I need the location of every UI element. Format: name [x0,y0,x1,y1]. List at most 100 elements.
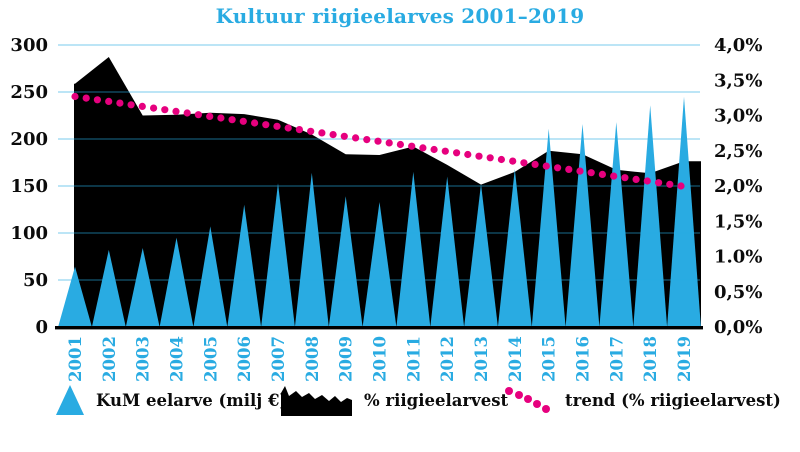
year-label: 2007 [269,336,288,382]
trend-dot [93,96,101,104]
left-axis-tick: 150 [10,176,48,197]
year-label: 2012 [438,336,457,382]
trend-dot [251,119,259,127]
trend-dot [475,152,483,160]
legend-label-riigieelarvest: % riigieelarvest [364,390,509,410]
trend-dot [497,155,505,164]
trend-dot [262,121,270,129]
trend-dot [273,122,281,130]
right-axis-tick: 1.0% [714,247,762,268]
trend-dot [172,107,180,115]
year-label: 2014 [506,336,525,382]
year-label: 2011 [404,336,423,382]
trend-dot [363,136,371,144]
trend-dot [228,116,236,124]
chart-title: Kultuur riigieelarves 2001–2019 [215,4,585,28]
right-axis-tick: 1,5% [714,211,762,232]
trend-dot [105,97,113,105]
trend-dot [138,102,146,110]
triangle-bar [91,249,126,327]
trend-dot [587,169,595,177]
triangle-legend-icon [56,385,84,415]
right-axis-tick: 4,0% [714,35,762,56]
trend-dot [677,182,685,190]
trend-dot [206,112,214,120]
left-axis-tick: 0 [35,317,48,338]
legend-item-kum-eelarve: KuM eelarve (milj €) [55,381,287,419]
trend-dot [430,145,438,154]
trend-dot [127,101,135,109]
trend-dot [116,99,124,107]
year-label: 2013 [472,336,491,382]
year-label: 2004 [168,336,187,382]
trend-dot [239,117,247,125]
trend-dot [486,154,494,162]
trend-dot [82,94,90,102]
year-label: 2003 [134,336,153,382]
trend-dot [150,104,158,112]
trend-dot [217,114,225,122]
trend-dots-legend-icon [505,387,550,413]
year-label: 2002 [100,336,119,382]
trend-dot [419,144,427,152]
trend-dot [576,167,584,175]
triangle-bar [464,184,498,327]
triangle-bar [633,105,668,327]
trend-dot [385,139,393,147]
trend-dot [340,132,348,140]
area-legend-icon [281,386,352,416]
left-axis-tick: 250 [10,82,48,103]
triangle-bar [261,183,295,327]
triangle-bar [396,171,431,327]
year-label: 2006 [235,336,254,382]
year-label: 2019 [675,336,694,382]
trend-dot [554,164,562,172]
left-axis-tick: 100 [10,223,48,244]
triangle-bar [294,172,329,327]
right-axis-tick: 2,0% [714,176,762,197]
trend-dot [542,162,550,170]
trend-dot [632,175,640,183]
left-axis-tick: 200 [10,129,48,150]
triangle-bar [667,96,701,327]
year-label: 2010 [371,336,390,382]
legend-label-kum-eelarve: KuM eelarve (milj €) [96,390,288,410]
right-axis-tick: 3,0% [714,106,762,127]
trend-dot [396,140,404,149]
triangle-bar [362,202,397,327]
trend-dot [565,165,573,173]
legend-label-trend: trend (% riigieelarvest) [565,390,781,410]
trend-dot [441,147,449,155]
legend-item-trend: trend (% riigieelarvest) [502,381,781,419]
trend-dot [464,150,472,159]
trend-dot [531,160,539,168]
triangle-bar [565,124,600,327]
left-axis-tick: 300 [10,35,48,56]
triangle-bar [497,169,532,327]
triangle-bar [328,196,363,327]
trend-dot [194,111,202,119]
trend-dot [284,124,292,132]
triangle-bar [58,266,92,327]
trend-dot [453,149,461,157]
year-label: 2016 [574,336,593,382]
trend-dot [352,134,360,142]
trend-dot [509,157,517,165]
right-axis-tick: 0,0% [714,317,762,338]
trend-dot [295,126,303,134]
year-label: 2009 [337,336,356,382]
triangle-bar [227,204,262,327]
triangle-bar [193,226,228,327]
year-label: 2017 [607,336,626,382]
trend-dot [71,92,79,101]
trend-dot [610,172,618,180]
trend-dot [161,106,169,114]
year-label: 2015 [540,336,559,382]
year-label: 2008 [303,336,322,382]
trend-dot [520,159,528,167]
trend-dot [183,109,191,117]
triangle-bar [159,237,194,327]
triangle-bar [430,176,465,327]
